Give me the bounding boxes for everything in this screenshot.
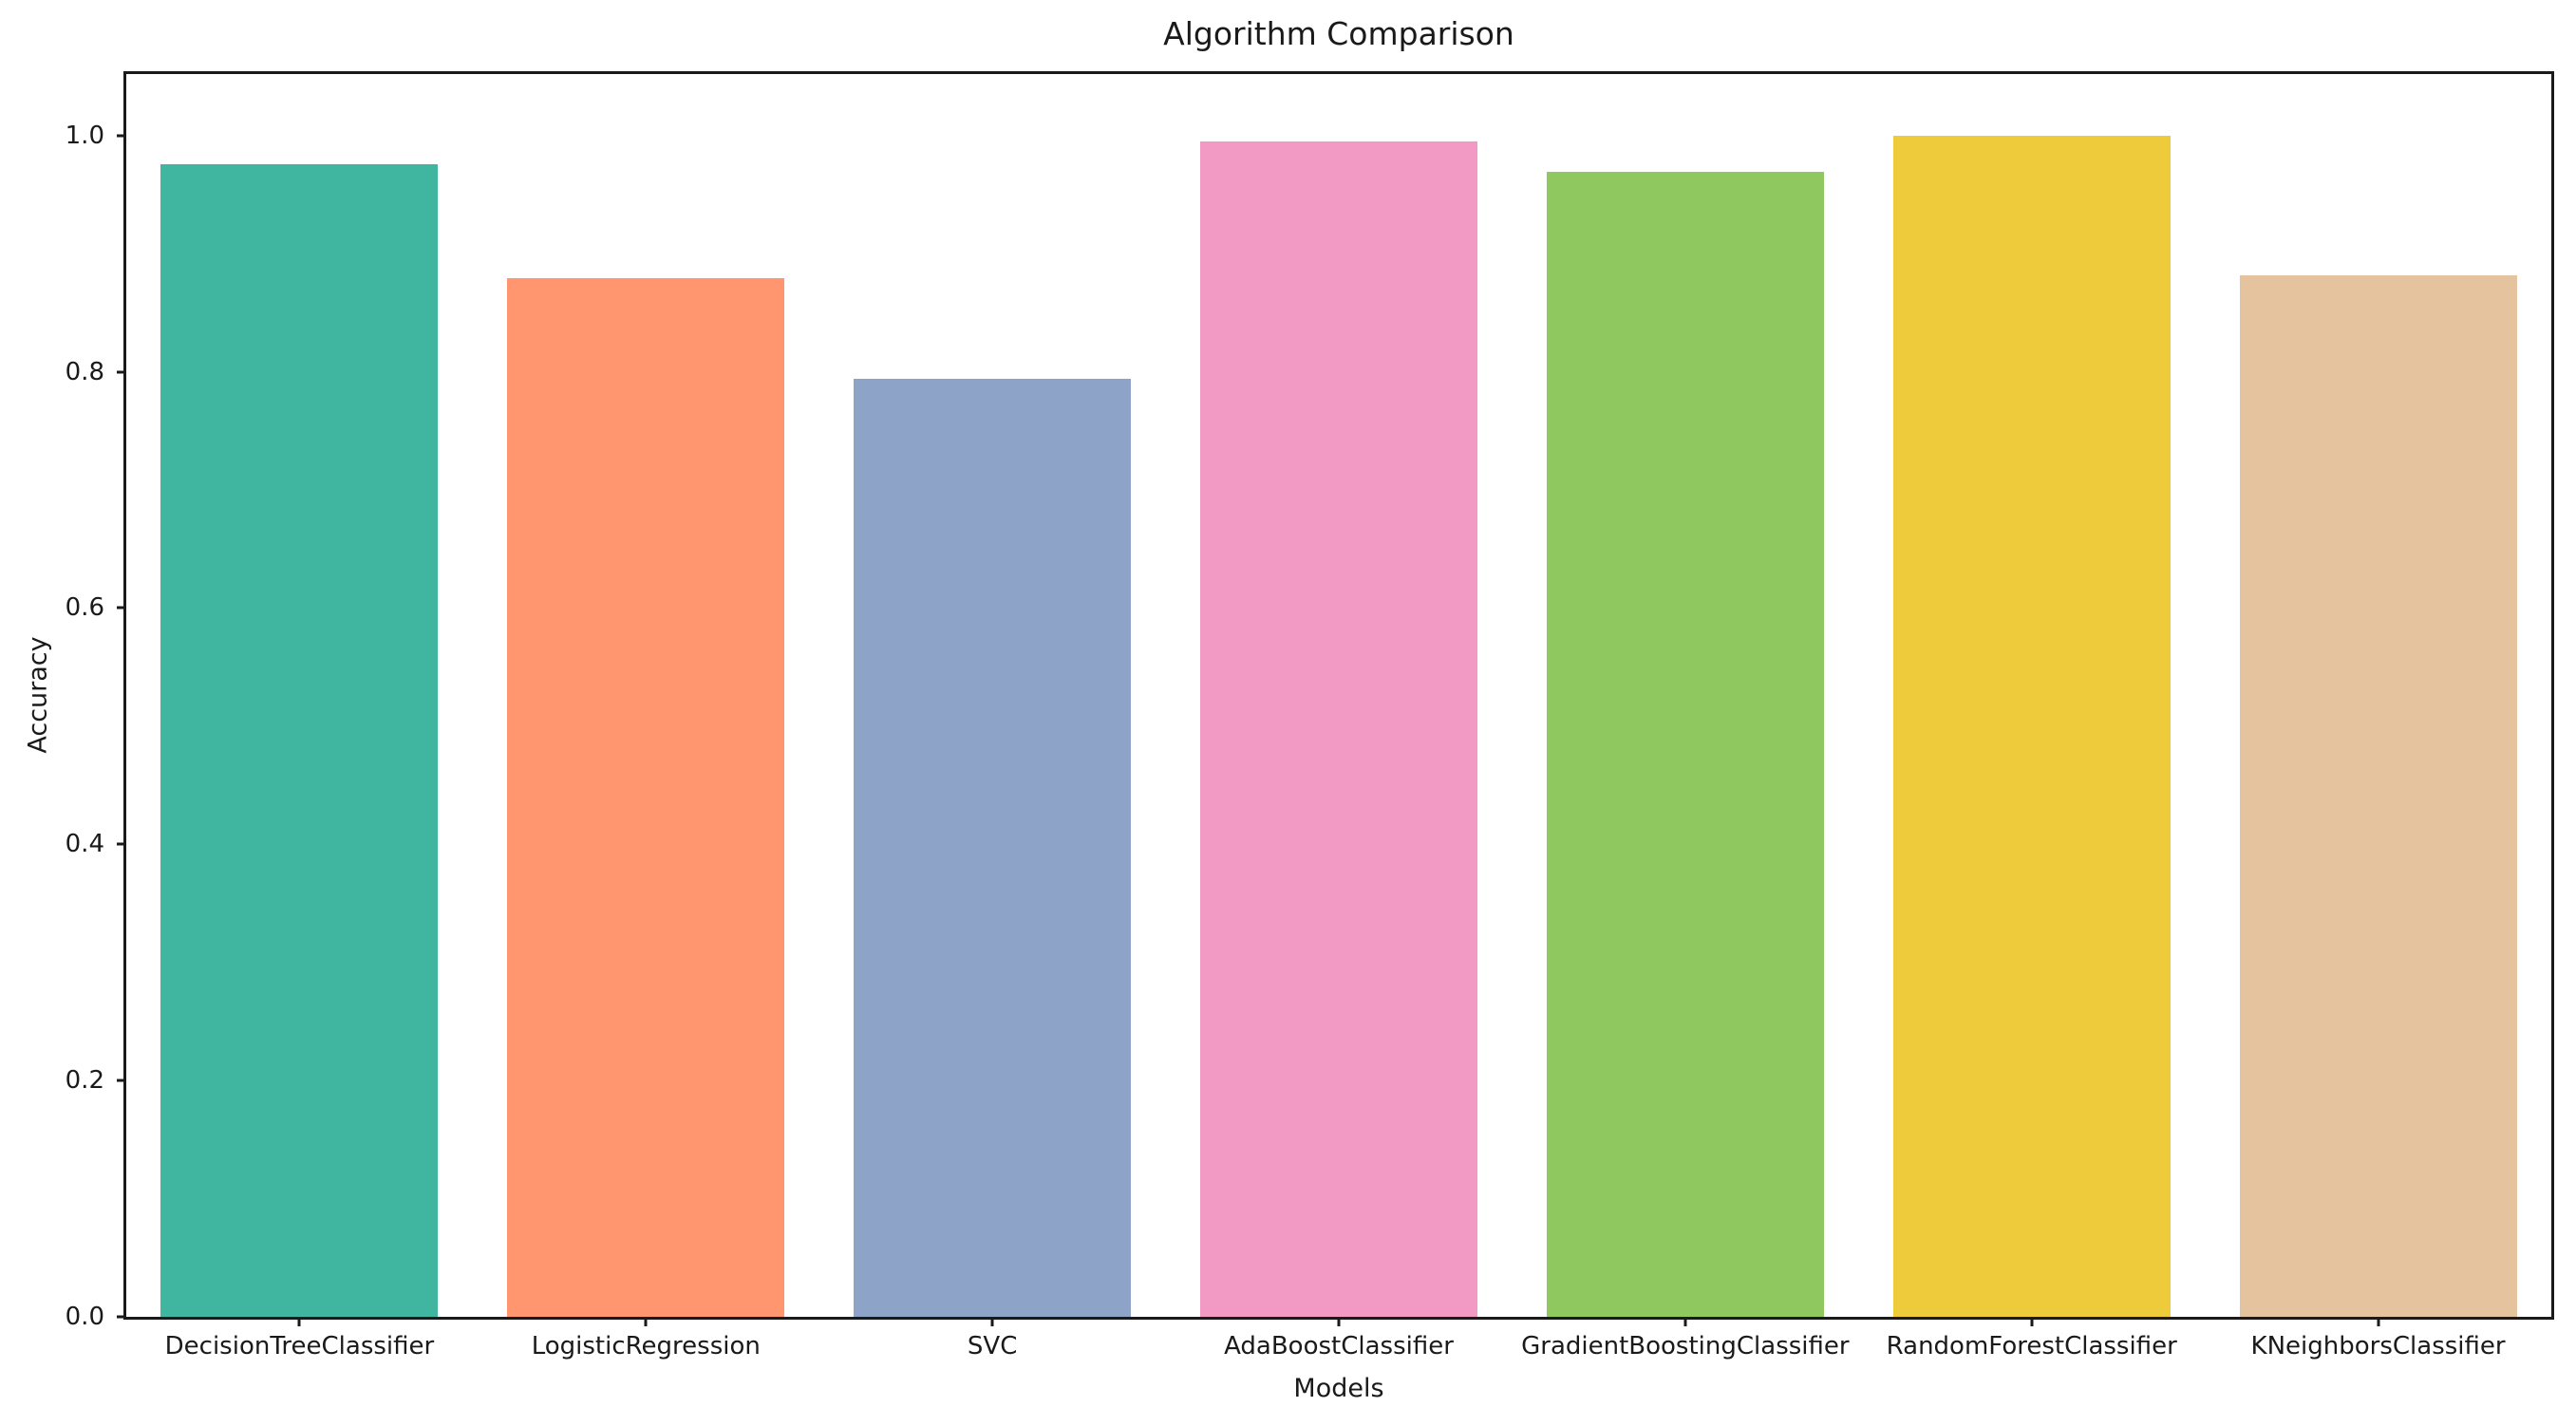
x-tick-mark	[2377, 1317, 2380, 1326]
x-tick-mark	[2030, 1317, 2034, 1326]
x-tick-label-LogisticRegression: LogisticRegression	[531, 1332, 761, 1360]
x-tick-mark	[1683, 1317, 1687, 1326]
y-tick-label: 0.2	[65, 1066, 104, 1096]
x-tick-label-DecisionTreeClassifier: DecisionTreeClassifier	[164, 1332, 435, 1360]
y-tick-mark	[117, 134, 126, 138]
y-axis-label: Accuracy	[23, 636, 53, 754]
x-tick-label-SVC: SVC	[967, 1332, 1018, 1360]
y-tick-mark	[117, 842, 126, 846]
x-tick-label-RandomForestClassifier: RandomForestClassifier	[1886, 1332, 2177, 1360]
x-tick-label-AdaBoostClassifier: AdaBoostClassifier	[1224, 1332, 1454, 1360]
bar-KNeighborsClassifier	[2239, 274, 2517, 1317]
x-tick-label-GradientBoostingClassifier: GradientBoostingClassifier	[1521, 1332, 1850, 1360]
x-tick-mark	[297, 1317, 301, 1326]
x-axis-label: Models	[1293, 1374, 1384, 1403]
y-tick-label: 1.0	[65, 121, 104, 150]
x-tick-label-KNeighborsClassifier: KNeighborsClassifier	[2250, 1332, 2506, 1360]
bar-AdaBoostClassifier	[1200, 141, 1477, 1317]
y-tick-label: 0.0	[65, 1303, 104, 1331]
y-tick-mark	[117, 370, 126, 374]
bar-RandomForestClassifier	[1892, 135, 2171, 1317]
y-tick-mark	[117, 1315, 126, 1319]
bar-GradientBoostingClassifier	[1546, 172, 1824, 1317]
y-tick-mark	[117, 606, 126, 610]
x-tick-mark	[1337, 1317, 1341, 1326]
y-tick-label: 0.8	[65, 357, 104, 386]
bar-DecisionTreeClassifier	[160, 163, 439, 1317]
y-tick-label: 0.4	[65, 830, 104, 859]
y-tick-label: 0.6	[65, 593, 104, 623]
x-tick-mark	[644, 1317, 648, 1326]
bar-LogisticRegression	[507, 278, 785, 1317]
y-tick-mark	[117, 1079, 126, 1082]
x-tick-mark	[990, 1317, 994, 1326]
plot-area: DecisionTreeClassifier LogisticRegression…	[66, 71, 2554, 1360]
chart-title: Algorithm Comparison	[1163, 15, 1514, 52]
bar-SVC	[854, 379, 1132, 1317]
